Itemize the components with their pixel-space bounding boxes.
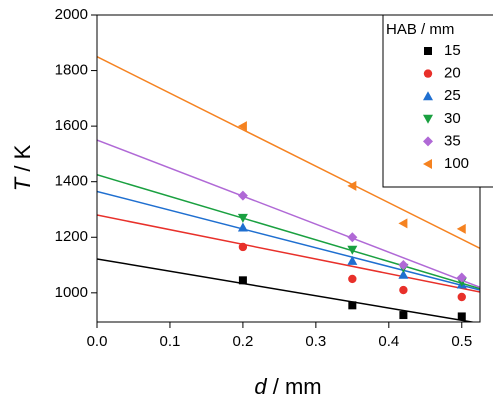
x-axis-unit: / mm bbox=[273, 374, 322, 399]
marker bbox=[423, 114, 433, 124]
y-tick-label: 1800 bbox=[55, 62, 88, 79]
marker bbox=[237, 190, 248, 201]
marker bbox=[348, 301, 357, 310]
fit-line bbox=[97, 139, 480, 288]
marker bbox=[238, 276, 247, 285]
x-tick-label: 0.3 bbox=[305, 333, 326, 350]
marker bbox=[457, 292, 466, 302]
y-tick-label: 2000 bbox=[55, 6, 88, 23]
fit-line bbox=[97, 258, 477, 322]
y-axis-unit: / K bbox=[10, 144, 35, 171]
legend-title: HAB / mm bbox=[386, 21, 454, 38]
marker bbox=[423, 91, 433, 101]
marker bbox=[347, 232, 358, 243]
legend-label: 20 bbox=[444, 65, 461, 82]
y-tick-label: 1000 bbox=[55, 284, 88, 301]
marker bbox=[347, 255, 358, 265]
marker bbox=[399, 311, 408, 320]
fit-line bbox=[97, 190, 480, 291]
marker bbox=[457, 312, 466, 321]
legend-label: 35 bbox=[444, 132, 461, 149]
x-axis-symbol: d bbox=[254, 374, 267, 399]
marker bbox=[423, 69, 433, 78]
marker bbox=[456, 272, 467, 283]
x-tick-label: 0.4 bbox=[378, 333, 399, 350]
marker bbox=[398, 269, 409, 279]
marker bbox=[423, 136, 433, 147]
legend-box bbox=[382, 14, 493, 188]
y-tick-label: 1600 bbox=[55, 117, 88, 134]
x-tick-label: 0.2 bbox=[232, 333, 253, 350]
marker bbox=[237, 222, 248, 232]
marker bbox=[399, 285, 408, 295]
marker bbox=[456, 223, 466, 234]
x-axis-title: d / mm bbox=[254, 374, 321, 399]
marker bbox=[424, 47, 432, 55]
legend-label: 25 bbox=[444, 87, 461, 104]
marker bbox=[347, 245, 358, 255]
marker bbox=[238, 242, 248, 252]
marker bbox=[423, 159, 432, 169]
legend-label: 30 bbox=[444, 110, 461, 127]
legend-label: 100 bbox=[444, 155, 469, 172]
marker bbox=[398, 260, 409, 271]
marker bbox=[237, 121, 247, 132]
y-axis-symbol: T bbox=[10, 176, 35, 191]
fit-line bbox=[97, 174, 480, 290]
y-tick-label: 1400 bbox=[55, 173, 88, 190]
marker bbox=[237, 213, 248, 223]
marker bbox=[398, 218, 408, 229]
legend-label: 15 bbox=[444, 42, 461, 59]
x-tick-label: 0.0 bbox=[87, 333, 108, 350]
fit-line bbox=[97, 56, 480, 250]
marker bbox=[347, 180, 357, 191]
x-tick-label: 0.5 bbox=[451, 333, 472, 350]
fit-line bbox=[97, 214, 480, 293]
x-tick-label: 0.1 bbox=[160, 333, 181, 350]
marker bbox=[348, 274, 357, 284]
y-tick-label: 1200 bbox=[55, 228, 88, 245]
y-axis-title: T / K bbox=[10, 144, 35, 191]
